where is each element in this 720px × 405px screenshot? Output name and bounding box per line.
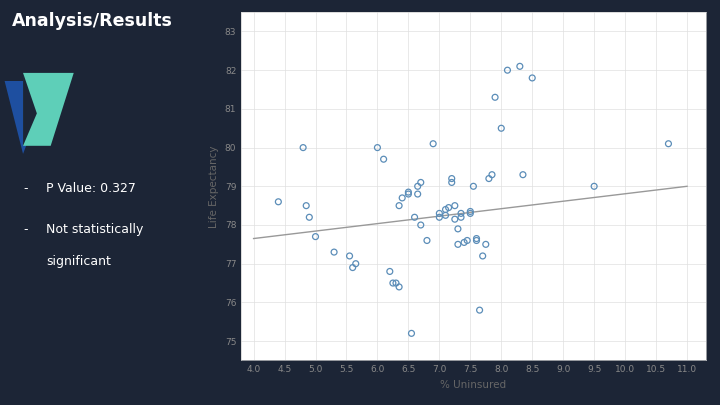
Point: [387, 280, 399, 286]
Point: [421, 237, 433, 244]
Point: [406, 330, 418, 337]
Point: [443, 205, 454, 211]
Point: [393, 284, 405, 290]
Point: [310, 233, 321, 240]
Point: [483, 175, 495, 182]
Polygon shape: [23, 73, 37, 146]
Point: [378, 156, 390, 162]
Point: [440, 212, 451, 219]
Point: [297, 144, 309, 151]
Point: [517, 171, 528, 178]
Point: [384, 268, 395, 275]
Point: [347, 264, 359, 271]
Point: [662, 141, 674, 147]
Text: P Value: 0.327: P Value: 0.327: [46, 182, 136, 195]
Polygon shape: [4, 81, 50, 154]
Point: [412, 191, 423, 197]
Point: [502, 67, 513, 73]
Y-axis label: Life Expectancy: Life Expectancy: [210, 145, 220, 228]
Point: [415, 179, 426, 185]
Point: [462, 237, 473, 244]
Point: [409, 214, 420, 220]
X-axis label: % Uninsured: % Uninsured: [441, 380, 506, 390]
Point: [464, 210, 476, 217]
Point: [480, 241, 492, 247]
Point: [344, 253, 356, 259]
Point: [471, 235, 482, 242]
Point: [415, 222, 426, 228]
Point: [390, 280, 402, 286]
Point: [300, 202, 312, 209]
Point: [477, 253, 488, 259]
Point: [449, 202, 461, 209]
Text: -: -: [23, 182, 27, 195]
Point: [328, 249, 340, 255]
Text: -: -: [23, 223, 27, 236]
Point: [464, 208, 476, 215]
Point: [372, 144, 383, 151]
Point: [455, 214, 467, 220]
Polygon shape: [23, 73, 73, 146]
Point: [412, 183, 423, 190]
Point: [446, 175, 457, 182]
Text: significant: significant: [46, 255, 111, 268]
Point: [402, 191, 414, 197]
Point: [471, 237, 482, 244]
Point: [486, 171, 498, 178]
Point: [304, 214, 315, 220]
Point: [428, 141, 439, 147]
Point: [440, 206, 451, 213]
Point: [452, 226, 464, 232]
Point: [459, 239, 470, 246]
Point: [526, 75, 538, 81]
Point: [490, 94, 501, 100]
Point: [474, 307, 485, 313]
Point: [514, 63, 526, 70]
Point: [273, 198, 284, 205]
Point: [468, 183, 480, 190]
Point: [393, 202, 405, 209]
Point: [446, 179, 457, 185]
Point: [455, 210, 467, 217]
Text: Analysis/Results: Analysis/Results: [12, 12, 172, 30]
Point: [495, 125, 507, 132]
Point: [350, 260, 361, 267]
Point: [588, 183, 600, 190]
Point: [433, 214, 445, 220]
Point: [433, 210, 445, 217]
Point: [449, 216, 461, 222]
Point: [397, 195, 408, 201]
Point: [452, 241, 464, 247]
Point: [402, 189, 414, 195]
Text: Not statistically: Not statistically: [46, 223, 143, 236]
